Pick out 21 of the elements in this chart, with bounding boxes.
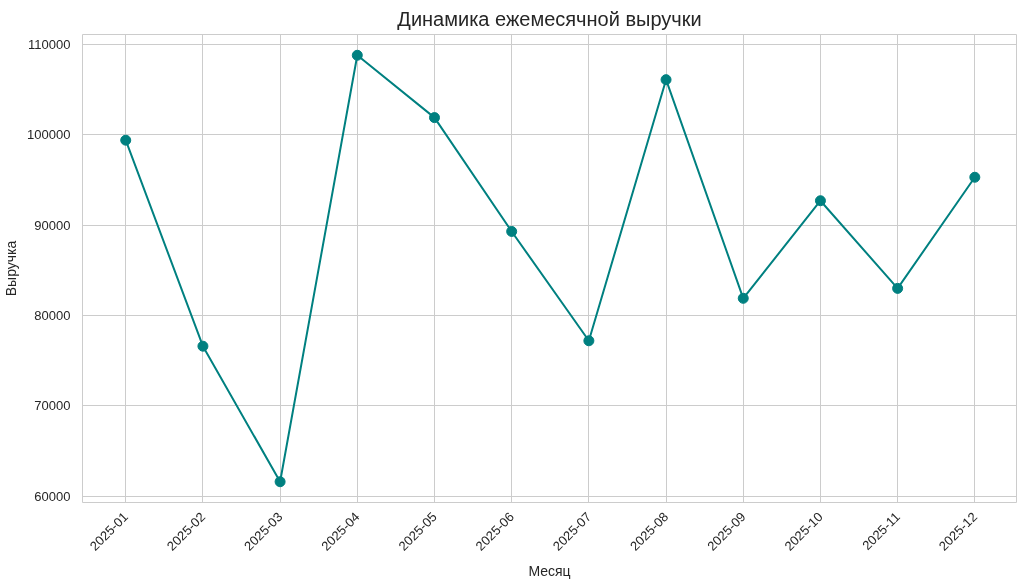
x-axis-title: Месяц (528, 562, 571, 579)
y-tick-label: 90000 (34, 217, 71, 233)
point (197, 340, 209, 352)
chart-title: Динамика ежемесячной выручки (397, 7, 702, 30)
point (506, 225, 518, 237)
point (814, 195, 826, 207)
y-tick-label: 70000 (34, 398, 71, 414)
point (351, 49, 363, 61)
y-axis-title: Выручка (3, 240, 20, 297)
point (660, 74, 672, 86)
y-tick-label: 110000 (28, 36, 71, 52)
point (120, 134, 132, 146)
y-tick-label: 60000 (34, 488, 71, 504)
point (737, 292, 749, 304)
point (892, 282, 904, 294)
point (969, 171, 981, 183)
point (583, 335, 595, 347)
y-tick-label: 100000 (27, 127, 71, 143)
y-tick-label: 80000 (34, 307, 71, 323)
point (274, 476, 286, 488)
point (428, 112, 440, 124)
